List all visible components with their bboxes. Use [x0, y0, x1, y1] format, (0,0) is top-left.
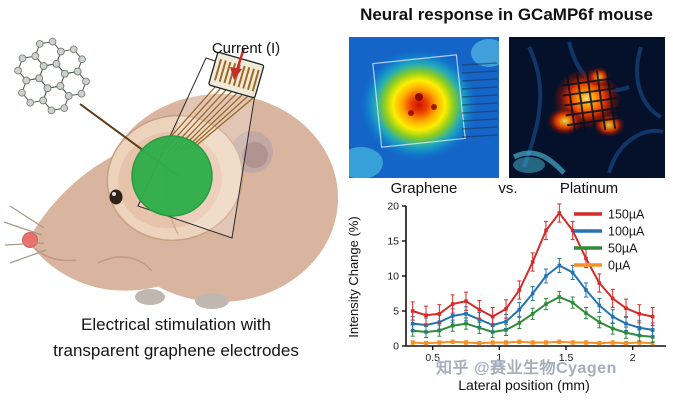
chart-y-axis-label: Intensity Change (%): [346, 216, 361, 338]
svg-text:0: 0: [393, 341, 399, 353]
svg-text:100µA: 100µA: [608, 225, 645, 239]
intensity-line-chart: 0 5 10 15 20 0.5 1 1.5 2 150µA 100µA 50µA 0µA: [387, 201, 666, 364]
left-caption: Electrical stimulation with transparent …: [0, 312, 352, 363]
mouse-paw: [135, 289, 165, 305]
mouse-illustration: [3, 37, 338, 309]
graphene-heatmap-image: [349, 37, 499, 178]
svg-text:0µA: 0µA: [608, 259, 631, 273]
svg-text:2: 2: [630, 352, 636, 364]
svg-text:1: 1: [496, 352, 502, 364]
transparent-array-outline: [372, 54, 466, 148]
svg-text:0.5: 0.5: [425, 352, 440, 364]
current-arrow: [230, 47, 246, 80]
platinum-heatmap-image: [509, 37, 665, 178]
label-platinum: Platinum: [559, 180, 619, 197]
svg-text:20: 20: [387, 201, 399, 213]
svg-text:50µA: 50µA: [608, 242, 638, 256]
watermark: 知乎 @赛业生物Cyagen: [436, 360, 617, 377]
label-graphene: Graphene: [390, 180, 458, 197]
svg-text:10: 10: [387, 271, 399, 283]
mouse-whiskers: [3, 205, 47, 264]
caption-line1: Electrical stimulation with: [81, 315, 271, 334]
graphene-electrode-circle: [131, 135, 213, 217]
svg-text:150µA: 150µA: [608, 208, 645, 222]
label-vs: vs.: [498, 180, 518, 197]
activation-blob: [361, 50, 477, 160]
chart-x-axis-label: Lateral position (mm): [458, 377, 590, 393]
svg-text:1.5: 1.5: [559, 352, 574, 364]
caption-line2: transparent graphene electrodes: [53, 340, 299, 360]
right-panel-title: Neural response in GCaMP6f mouse: [360, 5, 653, 24]
svg-text:5: 5: [393, 306, 399, 318]
array-comb-traces: [461, 62, 498, 138]
mouse-eye: [109, 189, 123, 205]
mouse-mouth: [32, 246, 77, 262]
opaque-electrode-grid: [561, 69, 620, 135]
mouse-nose: [22, 232, 38, 248]
graphene-molecule-icon: [14, 37, 90, 115]
svg-text:15: 15: [387, 236, 399, 248]
current-label: Current (I): [211, 40, 281, 57]
mouse-paw: [195, 293, 229, 309]
